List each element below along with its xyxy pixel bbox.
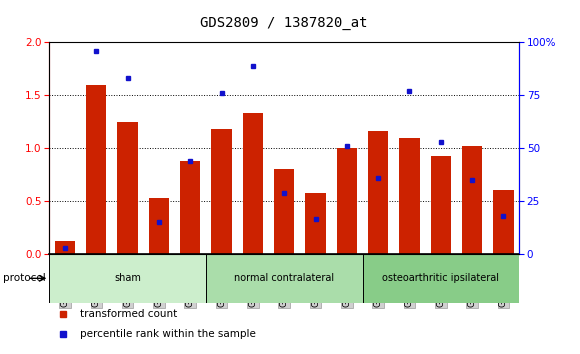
Bar [305,193,326,254]
Text: GSM200584: GSM200584 [60,256,70,307]
Bar [274,169,295,254]
Bar [242,113,263,254]
Text: GSM199973: GSM199973 [374,256,383,307]
Text: GSM200593: GSM200593 [92,256,101,307]
Bar [49,254,206,303]
Bar [148,198,169,254]
Text: GSM200586: GSM200586 [436,256,445,307]
Text: GSM200589: GSM200589 [248,256,258,307]
Text: GSM200587: GSM200587 [467,256,477,307]
Bar [180,161,201,254]
Text: normal contralateral: normal contralateral [234,273,334,283]
Bar [462,146,483,254]
Text: osteoarthritic ipsilateral: osteoarthritic ipsilateral [382,273,499,283]
Text: GSM200594: GSM200594 [123,256,132,307]
Text: GSM200595: GSM200595 [154,256,164,307]
Text: GSM200588: GSM200588 [499,256,508,307]
Bar [86,85,107,254]
Text: GSM200585: GSM200585 [405,256,414,307]
Bar [399,138,420,254]
Bar [493,190,514,254]
Bar [362,254,519,303]
Bar [430,156,451,254]
Bar [336,148,357,254]
Text: transformed count: transformed count [80,309,177,319]
Text: GSM200592: GSM200592 [342,256,351,307]
Text: sham: sham [114,273,141,283]
Text: GDS2809 / 1387820_at: GDS2809 / 1387820_at [201,16,368,30]
Text: GSM200596: GSM200596 [186,256,195,307]
Text: percentile rank within the sample: percentile rank within the sample [80,330,256,339]
Bar [206,254,362,303]
Text: GSM200591: GSM200591 [311,256,320,307]
Bar [368,131,389,254]
Text: protocol: protocol [3,273,46,283]
Text: GSM199974: GSM199974 [217,256,226,307]
Bar [211,129,232,254]
Bar [117,122,138,254]
Bar [55,241,75,254]
Text: GSM200590: GSM200590 [280,256,289,307]
